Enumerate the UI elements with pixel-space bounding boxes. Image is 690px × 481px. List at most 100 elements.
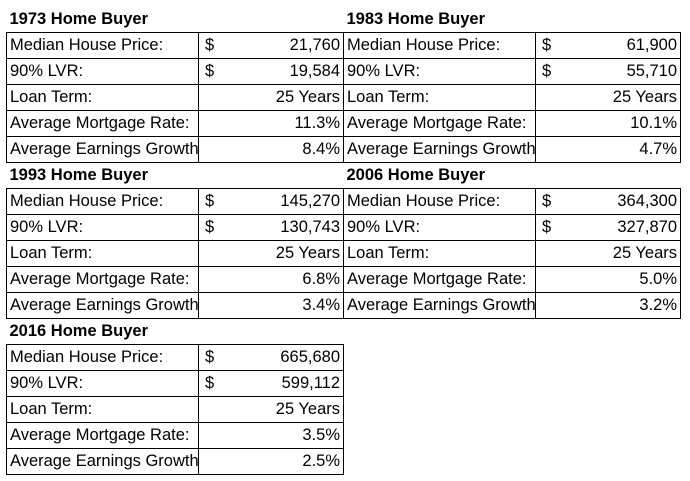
block-title: 1993 Home Buyer — [9, 166, 149, 184]
table-row: Median House Price: $364,300 — [343, 188, 682, 215]
row-value: 55,710 — [575, 58, 682, 85]
currency-symbol: $ — [198, 370, 239, 397]
table-row: Average Earnings Growth 2.5% — [6, 448, 345, 475]
buyer-block-5: 2016 Home Buyer Median House Price: $665,6… — [6, 319, 345, 475]
table-row: Average Mortgage Rate: 3.5% — [6, 422, 345, 449]
row-value: 6.8% — [197, 266, 345, 293]
table-row: Median House Price: $21,760 — [6, 32, 345, 59]
block-title: 1983 Home Buyer — [346, 10, 486, 28]
currency-symbol: $ — [535, 214, 576, 241]
row-label: Median House Price: — [6, 32, 199, 59]
row-label: 90% LVR: — [343, 214, 536, 241]
table-row: Average Earnings Growth 4.7% — [343, 136, 682, 163]
block-title: 1973 Home Buyer — [9, 10, 149, 28]
table-row: 90% LVR: $19,584 — [6, 58, 345, 85]
table-row: 90% LVR: $55,710 — [343, 58, 682, 85]
table-row: Median House Price: $665,680 — [6, 344, 345, 371]
row-label: Average Earnings Growth — [343, 136, 536, 163]
row-value: 19,584 — [238, 58, 345, 85]
table-row: 90% LVR: $599,112 — [6, 370, 345, 397]
row-value: 599,112 — [238, 370, 345, 397]
table-row: 90% LVR: $327,870 — [343, 214, 682, 241]
currency-symbol: $ — [198, 58, 239, 85]
table-row: Average Mortgage Rate: 11.3% — [6, 110, 345, 137]
row-label: 90% LVR: — [6, 214, 199, 241]
row-value: 25 Years — [197, 240, 345, 267]
row-value: 10.1% — [534, 110, 682, 137]
row-value: 145,270 — [238, 188, 345, 215]
table-row: Median House Price: $61,900 — [343, 32, 682, 59]
row-label: Median House Price: — [6, 344, 199, 371]
row-label: Loan Term: — [6, 84, 199, 111]
row-label: Average Earnings Growth — [6, 448, 199, 475]
block-title: 2006 Home Buyer — [346, 166, 486, 184]
buyer-block-2: 1983 Home Buyer Median House Price: $61,90… — [343, 7, 682, 163]
row-value: 61,900 — [575, 32, 682, 59]
table-row: Loan Term: 25 Years — [6, 84, 345, 111]
table-row: Average Mortgage Rate: 10.1% — [343, 110, 682, 137]
buyer-table: 1983 Home Buyer Median House Price: $61,90… — [343, 7, 682, 163]
row-label: Loan Term: — [6, 396, 199, 423]
row-value: 8.4% — [197, 136, 345, 163]
row-label: Average Earnings Growth — [343, 292, 536, 319]
currency-symbol: $ — [535, 32, 576, 59]
row-label: Median House Price: — [343, 188, 536, 215]
row-label: 90% LVR: — [6, 370, 199, 397]
row-value: 25 Years — [197, 396, 345, 423]
row-value: 2.5% — [197, 448, 345, 475]
row-value: 4.7% — [534, 136, 682, 163]
row-label: Loan Term: — [343, 84, 536, 111]
row-value: 3.2% — [534, 292, 682, 319]
buyer-block-4: 2006 Home Buyer Median House Price: $364,3… — [343, 163, 682, 319]
currency-symbol: $ — [198, 344, 239, 371]
row-label: Average Earnings Growth — [6, 136, 199, 163]
row-value: 21,760 — [238, 32, 345, 59]
buyer-block-3: 1993 Home Buyer Median House Price: $145,2… — [6, 163, 345, 319]
buyer-table: 2016 Home Buyer Median House Price: $665,6… — [6, 319, 345, 475]
buyer-table: 1973 Home Buyer Median House Price: $21,76… — [6, 7, 345, 163]
currency-symbol: $ — [198, 32, 239, 59]
row-label: 90% LVR: — [343, 58, 536, 85]
table-row: Average Mortgage Rate: 5.0% — [343, 266, 682, 293]
row-value: 25 Years — [197, 84, 345, 111]
row-value: 5.0% — [534, 266, 682, 293]
table-row: Average Mortgage Rate: 6.8% — [6, 266, 345, 293]
row-label: Average Mortgage Rate: — [6, 110, 199, 137]
row-value: 25 Years — [534, 240, 682, 267]
row-label: Average Mortgage Rate: — [6, 422, 199, 449]
table-row: Loan Term: 25 Years — [6, 396, 345, 423]
table-row: Average Earnings Growth 8.4% — [6, 136, 345, 163]
row-label: Average Mortgage Rate: — [6, 266, 199, 293]
table-row: Loan Term: 25 Years — [343, 84, 682, 111]
currency-symbol: $ — [535, 188, 576, 215]
row-label: Average Earnings Growth — [6, 292, 199, 319]
table-row: Average Earnings Growth 3.2% — [343, 292, 682, 319]
row-value: 130,743 — [238, 214, 345, 241]
row-label: Median House Price: — [343, 32, 536, 59]
row-value: 327,870 — [575, 214, 682, 241]
buyer-table: 2006 Home Buyer Median House Price: $364,3… — [343, 163, 682, 319]
row-value: 364,300 — [575, 188, 682, 215]
row-value: 3.4% — [197, 292, 345, 319]
row-label: Median House Price: — [6, 188, 199, 215]
row-value: 3.5% — [197, 422, 345, 449]
currency-symbol: $ — [535, 58, 576, 85]
row-value: 665,680 — [238, 344, 345, 371]
table-row: Loan Term: 25 Years — [6, 240, 345, 267]
block-title: 2016 Home Buyer — [9, 322, 149, 340]
buyer-table: 1993 Home Buyer Median House Price: $145,2… — [6, 163, 345, 319]
row-label: Loan Term: — [6, 240, 199, 267]
table-row: Median House Price: $145,270 — [6, 188, 345, 215]
row-label: Loan Term: — [343, 240, 536, 267]
currency-symbol: $ — [198, 214, 239, 241]
table-row: 90% LVR: $130,743 — [6, 214, 345, 241]
row-label: Average Mortgage Rate: — [343, 266, 536, 293]
buyer-block-1: 1973 Home Buyer Median House Price: $21,76… — [6, 7, 345, 163]
table-row: Average Earnings Growth 3.4% — [6, 292, 345, 319]
row-label: Average Mortgage Rate: — [343, 110, 536, 137]
row-value: 11.3% — [197, 110, 345, 137]
row-label: 90% LVR: — [6, 58, 199, 85]
table-row: Loan Term: 25 Years — [343, 240, 682, 267]
row-value: 25 Years — [534, 84, 682, 111]
currency-symbol: $ — [198, 188, 239, 215]
